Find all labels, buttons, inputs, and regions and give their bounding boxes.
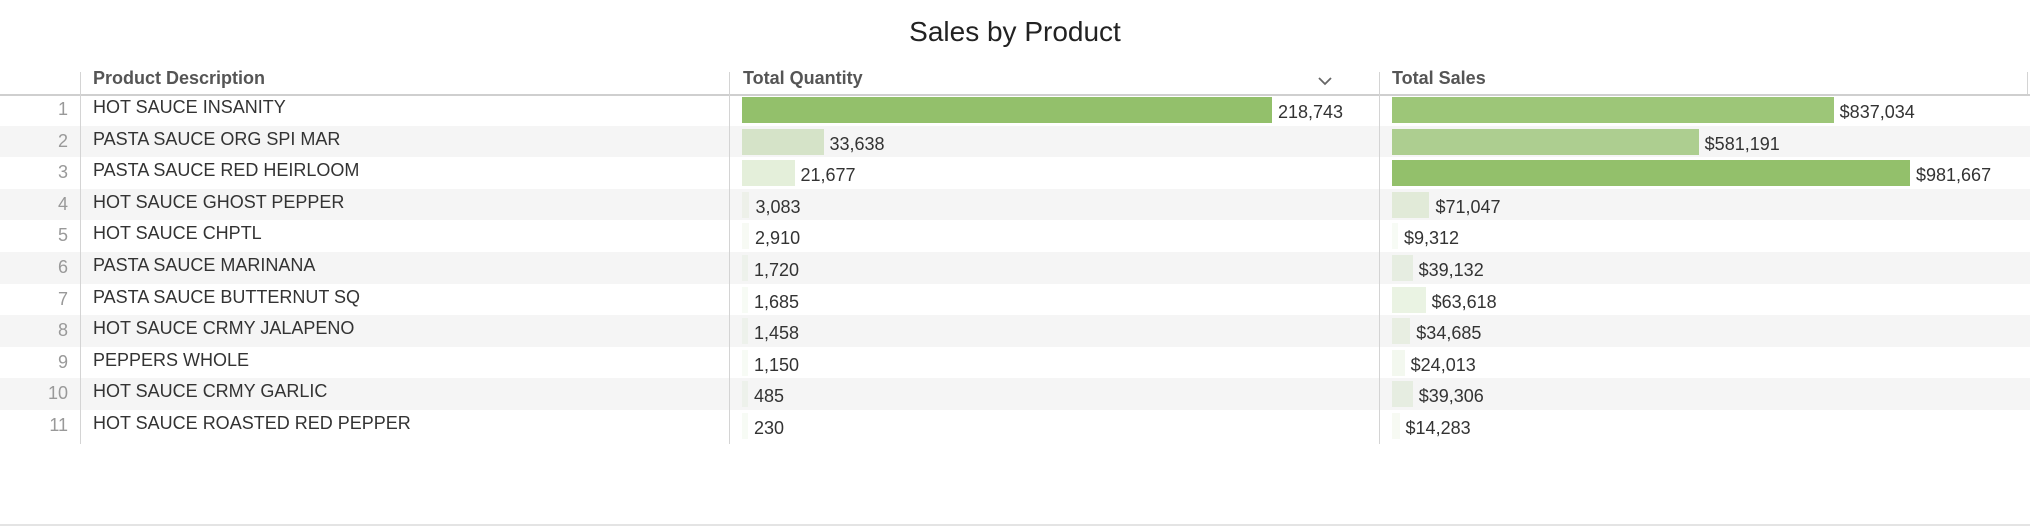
product-description: PASTA SAUCE ORG SPI MAR bbox=[93, 128, 341, 149]
quantity-bar bbox=[742, 160, 795, 187]
table-row[interactable]: 1 HOT SAUCE INSANITY 218,743 $837,034 bbox=[0, 94, 2030, 126]
product-description: HOT SAUCE ROASTED RED PEPPER bbox=[93, 413, 411, 433]
quantity-value: 1,720 bbox=[754, 260, 800, 280]
table-header: Product Description Total Quantity Total… bbox=[0, 62, 2030, 96]
sales-bar bbox=[1392, 160, 1910, 187]
quantity-value: 1,150 bbox=[754, 354, 800, 375]
quantity-bar bbox=[742, 97, 1272, 123]
table-row[interactable]: 6 PASTA SAUCE MARINANA 1,720 $39,132 bbox=[0, 252, 2030, 284]
quantity-value: 1,458 bbox=[754, 323, 800, 344]
row-number: 3 bbox=[57, 162, 68, 183]
quantity-bar bbox=[742, 413, 748, 439]
quantity-bar bbox=[742, 318, 748, 345]
sales-value: $63,618 bbox=[1431, 291, 1497, 312]
product-description: PASTA SAUCE BUTTERNUT SQ bbox=[93, 286, 361, 307]
sales-bar bbox=[1392, 128, 1699, 155]
table-row[interactable]: 11 HOT SAUCE ROASTED RED PEPPER 230 $14,283 bbox=[0, 410, 2030, 442]
table-row[interactable]: 3 PASTA SAUCE RED HEIRLOOM 21,677 $981,667 bbox=[0, 157, 2030, 189]
sales-bar bbox=[1392, 223, 1398, 250]
quantity-bar bbox=[742, 223, 750, 250]
sales-bar bbox=[1392, 255, 1413, 281]
table-row[interactable]: 10 HOT SAUCE CRMY GARLIC 485 $39,306 bbox=[0, 378, 2030, 410]
sales-value: $9,312 bbox=[1404, 228, 1460, 249]
chevron-down-icon[interactable] bbox=[1316, 72, 1334, 90]
product-description: HOT SAUCE CRMY GARLIC bbox=[93, 381, 328, 402]
row-number: 7 bbox=[57, 288, 68, 309]
table-row[interactable]: 2 PASTA SAUCE ORG SPI MAR 33,638 $581,191 bbox=[0, 125, 2030, 158]
product-description: HOT SAUCE INSANITY bbox=[93, 97, 286, 117]
sales-value: $34,685 bbox=[1416, 323, 1482, 344]
quantity-value: 218,743 bbox=[1278, 102, 1344, 122]
sales-value: $14,283 bbox=[1405, 418, 1471, 438]
sales-bar bbox=[1392, 318, 1411, 345]
chart-title: Sales by Product bbox=[909, 16, 1121, 47]
sales-bar bbox=[1392, 349, 1405, 376]
quantity-bar bbox=[742, 381, 748, 408]
product-description: HOT SAUCE CRMY JALAPENO bbox=[93, 318, 355, 339]
row-number: 11 bbox=[49, 415, 68, 435]
product-description: HOT SAUCE GHOST PEPPER bbox=[93, 191, 345, 212]
quantity-bar bbox=[742, 349, 748, 376]
product-description: HOT SAUCE CHPTL bbox=[93, 223, 262, 244]
quantity-value: 33,638 bbox=[829, 133, 885, 154]
product-description: PEPPERS WHOLE bbox=[93, 349, 250, 370]
row-number: 6 bbox=[57, 257, 68, 277]
row-number: 4 bbox=[57, 193, 68, 214]
header-total-sales[interactable]: Total Sales bbox=[1392, 68, 1486, 88]
column-divider bbox=[2027, 72, 2028, 94]
row-number: 2 bbox=[57, 130, 68, 151]
product-description: PASTA SAUCE RED HEIRLOOM bbox=[93, 160, 360, 181]
row-number: 9 bbox=[57, 351, 68, 372]
header-total-quantity[interactable]: Total Quantity bbox=[743, 68, 863, 88]
sales-bar bbox=[1392, 413, 1400, 439]
table-row[interactable]: 5 HOT SAUCE CHPTL 2,910 $9,312 bbox=[0, 220, 2030, 252]
quantity-value: 21,677 bbox=[800, 165, 856, 186]
header-product-description[interactable]: Product Description bbox=[93, 68, 266, 88]
sales-value: $581,191 bbox=[1704, 133, 1780, 154]
sales-value: $71,047 bbox=[1435, 196, 1501, 217]
sales-value: $39,132 bbox=[1418, 260, 1484, 280]
quantity-value: 2,910 bbox=[755, 228, 801, 249]
quantity-value: 485 bbox=[754, 386, 785, 407]
column-divider bbox=[80, 72, 81, 444]
sales-bar bbox=[1392, 97, 1834, 123]
row-number: 8 bbox=[57, 320, 68, 341]
sales-bar bbox=[1392, 191, 1430, 218]
quantity-bar bbox=[742, 191, 750, 218]
quantity-value: 1,685 bbox=[754, 291, 800, 312]
quantity-bar bbox=[742, 255, 748, 281]
sales-value: $24,013 bbox=[1410, 354, 1476, 375]
product-description: PASTA SAUCE MARINANA bbox=[93, 255, 316, 275]
quantity-bar bbox=[742, 286, 748, 313]
sales-bar bbox=[1392, 381, 1413, 408]
table-row[interactable]: 4 HOT SAUCE GHOST PEPPER 3,083 $71,047 bbox=[0, 188, 2030, 221]
sales-value: $837,034 bbox=[1839, 102, 1915, 122]
quantity-bar bbox=[742, 128, 824, 155]
table-row[interactable]: 7 PASTA SAUCE BUTTERNUT SQ 1,685 $63,618 bbox=[0, 284, 2030, 316]
panel-bottom-border bbox=[0, 524, 2030, 526]
column-divider bbox=[1379, 72, 1380, 444]
table-row[interactable]: 8 HOT SAUCE CRMY JALAPENO 1,458 $34,685 bbox=[0, 315, 2030, 347]
row-number: 1 bbox=[57, 99, 68, 119]
quantity-value: 3,083 bbox=[755, 196, 801, 217]
quantity-value: 230 bbox=[754, 418, 785, 438]
column-divider bbox=[729, 72, 730, 444]
row-number: 10 bbox=[47, 383, 68, 404]
table-row[interactable]: 9 PEPPERS WHOLE 1,150 $24,013 bbox=[0, 347, 2030, 379]
sales-bar bbox=[1392, 286, 1426, 313]
sales-value: $981,667 bbox=[1916, 165, 1992, 186]
sales-value: $39,306 bbox=[1418, 386, 1484, 407]
row-number: 5 bbox=[57, 225, 68, 246]
